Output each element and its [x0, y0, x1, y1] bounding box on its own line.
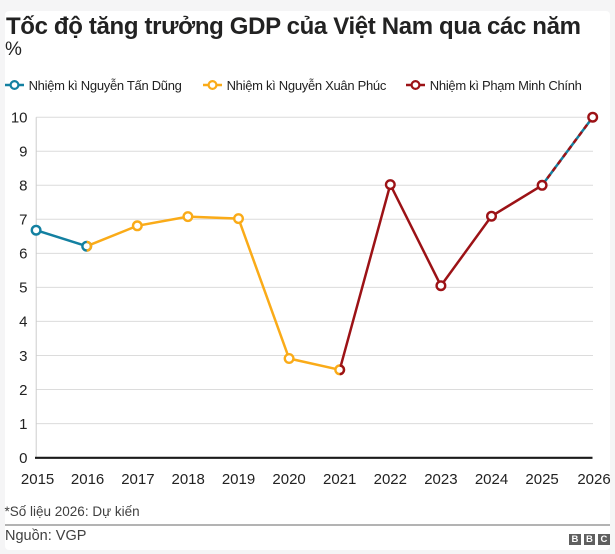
svg-text:8: 8	[19, 178, 27, 195]
svg-text:10: 10	[11, 110, 28, 127]
svg-text:2019: 2019	[222, 471, 255, 488]
svg-text:2018: 2018	[172, 471, 205, 488]
svg-text:3: 3	[19, 348, 27, 365]
svg-text:4: 4	[19, 314, 27, 331]
svg-text:2022: 2022	[374, 471, 407, 488]
svg-text:2024: 2024	[475, 471, 508, 488]
svg-text:2023: 2023	[424, 471, 457, 488]
svg-text:2026: 2026	[577, 471, 610, 488]
svg-text:5: 5	[19, 280, 27, 297]
svg-text:2017: 2017	[121, 471, 154, 488]
svg-text:0: 0	[19, 450, 27, 467]
svg-text:2: 2	[19, 382, 27, 399]
svg-text:1: 1	[19, 416, 27, 433]
svg-text:2015: 2015	[21, 471, 54, 488]
svg-text:2016: 2016	[71, 471, 104, 488]
svg-text:2025: 2025	[525, 471, 558, 488]
svg-text:6: 6	[19, 246, 27, 263]
svg-text:9: 9	[19, 144, 27, 161]
svg-text:2021: 2021	[323, 471, 356, 488]
svg-text:7: 7	[19, 212, 27, 229]
svg-text:2020: 2020	[272, 471, 305, 488]
